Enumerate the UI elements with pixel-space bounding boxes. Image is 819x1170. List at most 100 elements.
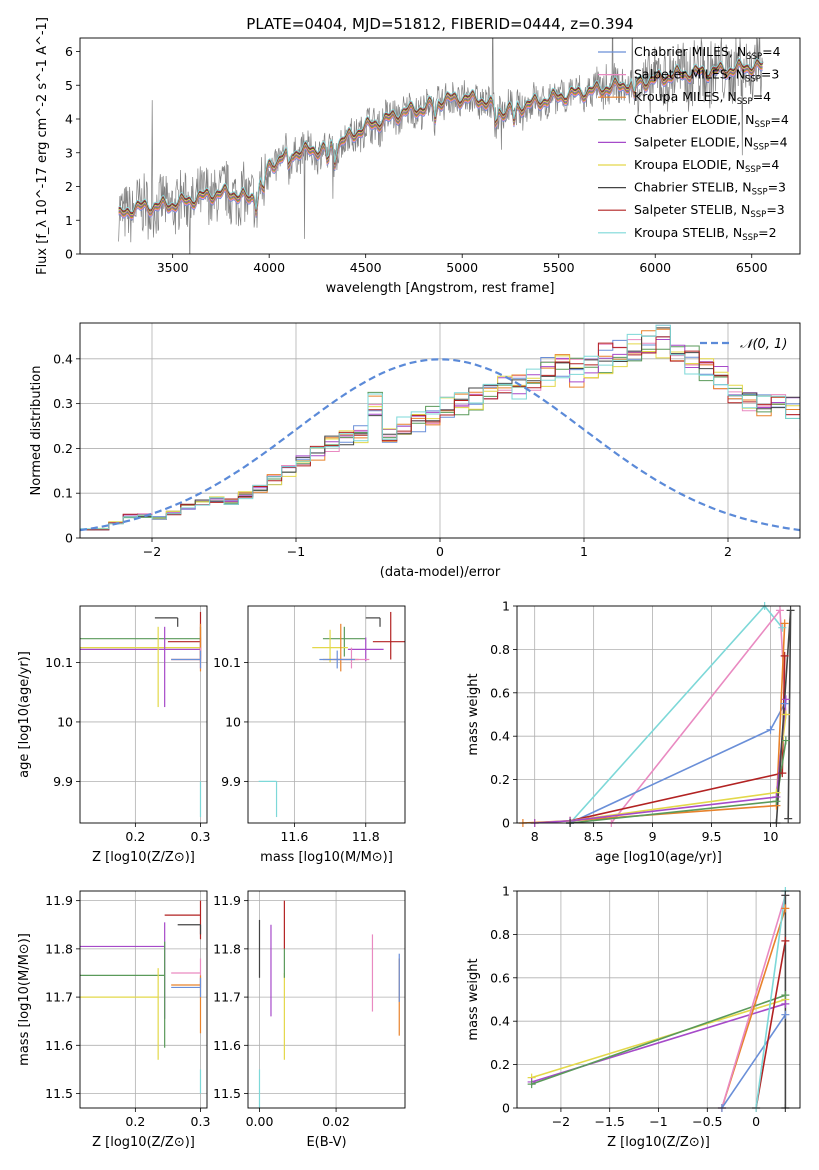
y-tick-label: 0 (65, 531, 73, 546)
legend-text: Kroupa ELODIE, N (634, 157, 745, 172)
legend-sub: SSP (742, 233, 758, 243)
y-tick-label: 10 (225, 714, 241, 729)
spectrum-model-line-chabrier_miles (118, 65, 763, 221)
weight-marker (527, 1080, 536, 1089)
y-tick-label: 0.6 (490, 970, 510, 985)
axes-frame (79, 890, 208, 1109)
legend-label: Chabrier STELIB, NSSP=3 (634, 180, 786, 198)
weight-marker (781, 936, 790, 945)
plot-area (80, 324, 800, 532)
weight-marker (781, 999, 790, 1008)
x-tick-label: 0.00 (246, 1114, 274, 1129)
axes-Z_mass: 0.2 0.3 11.5 11.6 11.7 11.8 11.9 Z [log10(Z/Z⊙)… (17, 890, 211, 1150)
plot-area (258, 611, 405, 818)
legend-sub: SSP (754, 120, 770, 130)
legend-sub: SSP (746, 52, 762, 62)
weight-marker (772, 797, 781, 806)
legend-label: Salpeter ELODIE, NSSP=4 (634, 134, 788, 152)
axes-frame (516, 890, 801, 1109)
axes-spectrum: 3500 4000 4500 5000 5500 6000 6500 0 1 2 3 4 5 6 wavel… (35, 17, 801, 296)
x-tick-label: 5500 (543, 260, 575, 275)
legend-text: Kroupa MILES, N (634, 89, 737, 104)
axes-frame (247, 605, 406, 824)
hist-step-chabrier_elodie (80, 345, 800, 531)
weight-line-kroupa_stelib (755, 891, 787, 1108)
weight-marker (780, 699, 789, 708)
x-tick-label: 11.8 (352, 829, 380, 844)
spectrum-model-line-kroupa_miles (118, 63, 763, 219)
y-tick-label: 0 (502, 816, 510, 831)
spectrum-model-line-chabrier_stelib (118, 59, 763, 215)
legend-tail: =4 (770, 112, 788, 127)
hist-step-kroupa_elodie (80, 343, 800, 530)
legend-tail: =4 (762, 44, 780, 59)
weight-line-kroupa_elodie (531, 998, 786, 1079)
weight-marker (780, 651, 789, 660)
y-tick-label: 9.9 (53, 774, 73, 789)
weight-line-chabrier_stelib (570, 610, 792, 823)
weight-marker (780, 619, 789, 628)
legend-tail: =4 (769, 134, 787, 149)
spectrum-model-line-salpeter_elodie (118, 61, 763, 217)
legend-label: Salpeter STELIB, NSSP=3 (634, 202, 785, 220)
x-tick-label: 6000 (639, 260, 671, 275)
legend-text: Chabrier ELODIE, N (634, 112, 754, 127)
y-tick-label: 0.1 (53, 486, 73, 501)
legend-sub: SSP (737, 97, 753, 107)
axes-age_weight: 8 8.5 9 9.5 10 0 0.2 0.4 0.6 0.8 1 age [log10(age/y… (466, 599, 801, 865)
legend-sub: SSP (745, 75, 761, 85)
weight-marker (766, 725, 775, 734)
y-tick-label: 11.9 (213, 893, 241, 908)
y-axis-label: Flux [f_λ 10^-17 erg cm^-2 s^-1 A^-1] (35, 17, 50, 275)
x-tick-label: 4000 (253, 260, 285, 275)
y-tick-label: 0 (65, 247, 73, 262)
y-tick-label: 11.5 (45, 1086, 73, 1101)
y-tick-label: 0.8 (490, 927, 510, 942)
y-axis-label: Normed distribution (29, 366, 44, 496)
legend-label: Chabrier ELODIE, NSSP=4 (634, 112, 789, 130)
legend-label: Kroupa STELIB, NSSP=2 (634, 225, 777, 243)
x-tick-label: 9 (649, 829, 657, 844)
spectrum-model-line-salpeter_stelib (118, 58, 763, 214)
axes-ebv_mass: 0.00 0.02 11.5 11.6 11.7 11.8 11.9 E(B-V) (213, 890, 406, 1150)
weight-marker (775, 606, 784, 615)
x-tick-label: 1 (580, 544, 588, 559)
plot-area (258, 900, 400, 1108)
axes-frame (79, 322, 801, 539)
axes-mass_age: 11.6 11.8 9.9 10 10.1 mass [log10(M/M⊙)] (213, 605, 406, 865)
x-tick-label: −0.5 (692, 1114, 722, 1129)
gaussian-curve (80, 358, 800, 532)
x-axis-label: E(B-V) (306, 1135, 346, 1150)
weight-marker (781, 904, 790, 913)
x-axis-label: Z [log10(Z/Z⊙)] (92, 850, 195, 865)
y-tick-label: 10.1 (213, 655, 241, 670)
x-axis-label: mass [log10(M/M⊙)] (260, 850, 393, 865)
legend-label: Salpeter MILES, NSSP=3 (634, 67, 779, 85)
spectrum-model-line-chabrier_elodie (118, 62, 763, 218)
y-tick-label: 0.2 (53, 441, 73, 456)
weight-marker (781, 736, 790, 745)
weight-line-chabrier_miles (569, 703, 786, 823)
hist-step-chabrier_miles (80, 336, 800, 531)
y-tick-label: 11.7 (45, 990, 73, 1005)
x-tick-label: 0.3 (191, 1114, 211, 1129)
y-tick-label: 0.8 (490, 642, 510, 657)
legend-label: Kroupa MILES, NSSP=4 (634, 89, 771, 107)
y-axis-label: age [log10(age/yr)] (17, 651, 32, 778)
plot-area (118, 38, 764, 254)
x-tick-label: 0.3 (191, 829, 211, 844)
y-tick-label: 0.2 (490, 772, 510, 787)
y-tick-label: 11.9 (45, 893, 73, 908)
legend-sub: SSP (745, 165, 761, 175)
legend-sub: SSP (753, 142, 769, 152)
y-tick-label: 4 (65, 112, 73, 127)
legend-tail: =2 (758, 225, 776, 240)
y-tick-label: 0.4 (53, 351, 73, 366)
y-tick-label: 2 (65, 179, 73, 194)
weight-line-chabrier_miles (721, 1014, 787, 1108)
y-tick-label: 1 (502, 884, 510, 899)
legend-text: Chabrier MILES, N (634, 44, 746, 59)
y-tick-label: 11.5 (213, 1086, 241, 1101)
x-axis-label: (data-model)/error (380, 565, 501, 580)
